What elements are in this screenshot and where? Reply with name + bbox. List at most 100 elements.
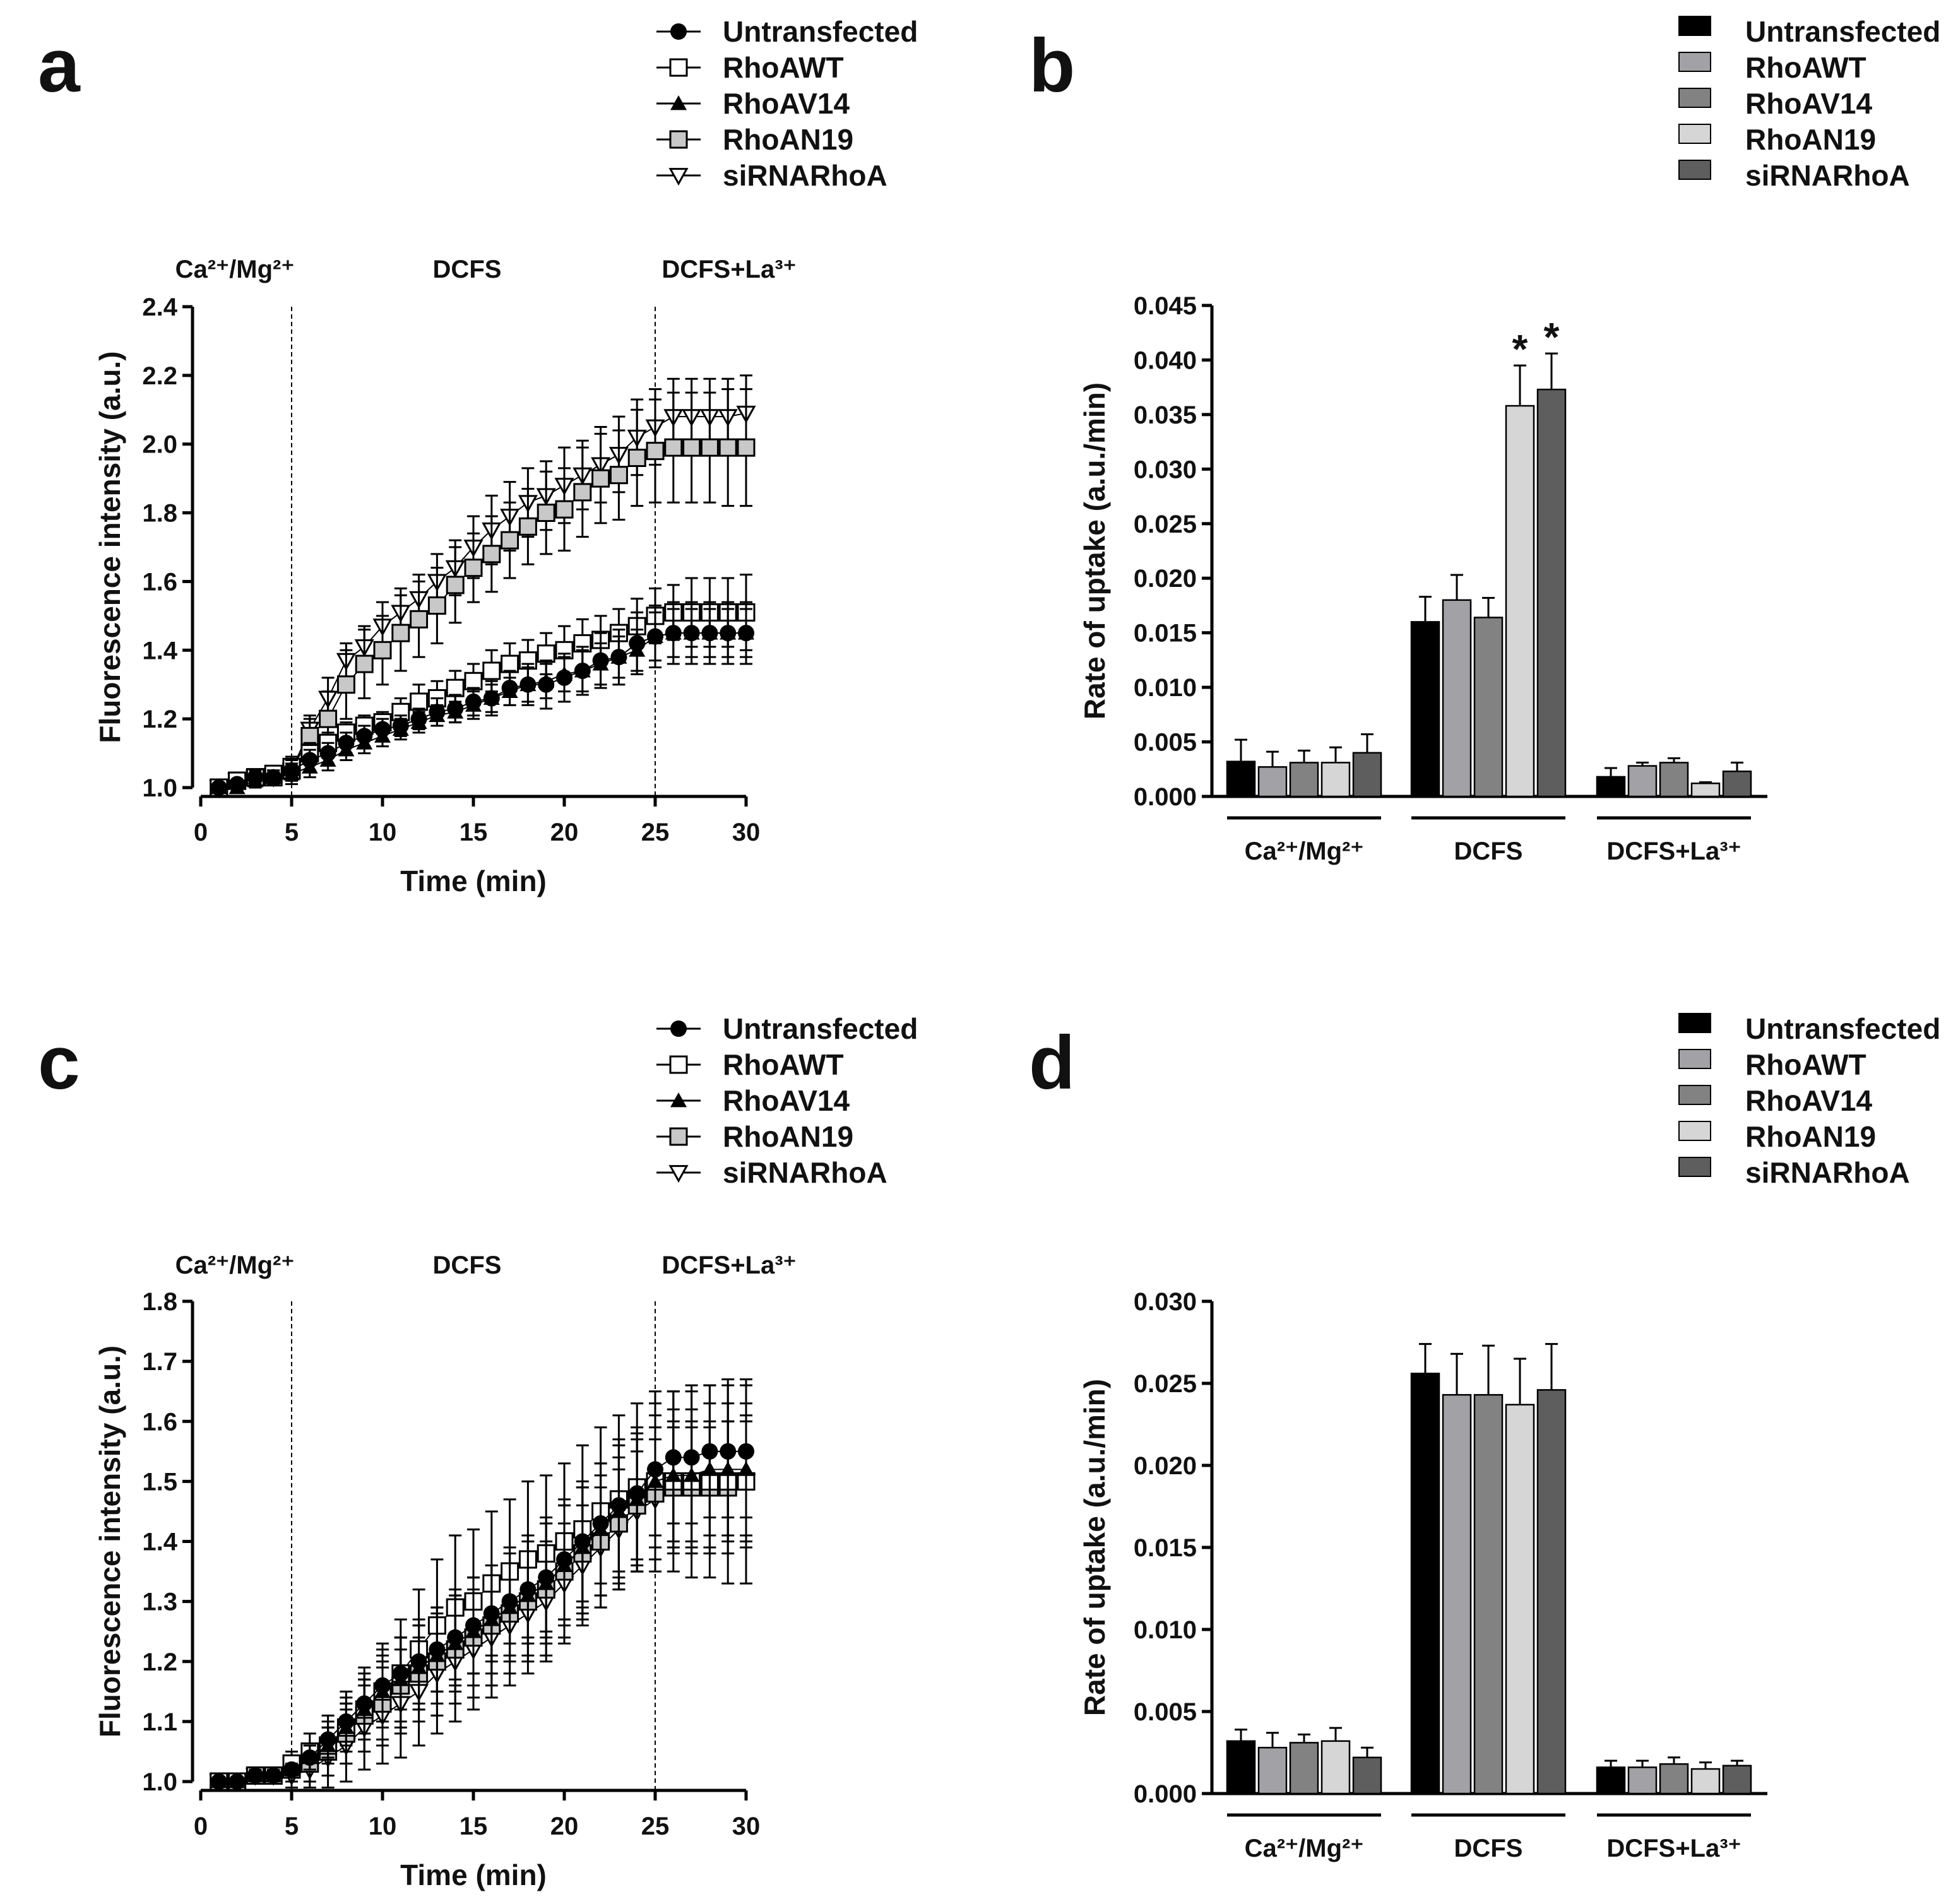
y-tick-label: 2.0 [142, 431, 177, 459]
bar-RhoAWT [1442, 599, 1472, 798]
y-tick-label: 1.0 [142, 1768, 177, 1796]
y-tick-label: 0.015 [1134, 620, 1197, 647]
data-point [738, 625, 754, 642]
data-point [482, 545, 501, 564]
data-point [265, 1767, 282, 1784]
data-point [465, 1617, 482, 1634]
x-tick-label: 5 [285, 819, 299, 846]
bar-Untransfected [1410, 621, 1440, 798]
data-point [609, 466, 628, 485]
y-axis-title: Fluorescence intensity (a.u.) [93, 1345, 126, 1737]
data-point [427, 596, 446, 615]
y-tick-label: 0.005 [1134, 729, 1197, 757]
bar-Untransfected [1596, 776, 1626, 798]
y-tick-label: 1.8 [142, 1288, 177, 1316]
data-point [300, 726, 319, 745]
data-point [446, 576, 465, 594]
data-point [720, 1443, 737, 1460]
panel-letter: c [38, 1020, 80, 1105]
data-point [574, 1533, 591, 1550]
x-tick-label: 25 [641, 819, 670, 846]
data-point [538, 1569, 555, 1586]
data-point [319, 1731, 336, 1748]
data-point [301, 752, 318, 769]
legend-label: siRNARhoA [723, 159, 887, 192]
bar-siRNARhoA [1536, 1389, 1567, 1795]
y-tick-label: 0.025 [1134, 511, 1197, 538]
y-tick-label: 1.6 [142, 1408, 177, 1436]
data-point [700, 438, 719, 457]
legend-label: siRNARhoA [1745, 159, 1910, 192]
data-point [483, 1605, 500, 1622]
x-tick-label: 10 [369, 819, 397, 846]
bar-RhoAV14 [1659, 762, 1689, 798]
data-point [336, 675, 355, 694]
data-point [447, 1629, 464, 1646]
bar-RhoAN19 [1505, 1404, 1535, 1795]
bar-siRNARhoA [1352, 1756, 1382, 1795]
phase-label: Ca²⁺/Mg²⁺ [175, 256, 295, 283]
legend-label: RhoAV14 [1745, 87, 1872, 120]
x-tick-label: 30 [732, 1812, 761, 1840]
panel-letter: b [1029, 23, 1075, 108]
y-tick-label: 0.015 [1134, 1534, 1197, 1562]
bar-RhoAWT [1257, 766, 1288, 798]
y-tick-label: 0.005 [1134, 1698, 1197, 1726]
y-tick-label: 0.000 [1134, 1780, 1197, 1808]
data-point [501, 654, 519, 673]
x-tick-label: 10 [369, 1812, 397, 1840]
series-Untransfected [210, 1384, 754, 1790]
legend-label: RhoAN19 [723, 123, 853, 156]
legend-label: RhoAN19 [1745, 1120, 1876, 1153]
data-point [392, 718, 409, 735]
legend-marker [669, 130, 688, 149]
significance-marker: * [1544, 314, 1560, 360]
legend-marker [669, 1127, 688, 1146]
x-tick-label: 0 [194, 819, 208, 846]
data-point [664, 438, 683, 457]
category-label: Ca²⁺/Mg²⁺ [1245, 1835, 1364, 1862]
data-point [555, 500, 574, 519]
legend-label: RhoAWT [723, 51, 844, 84]
y-tick-label: 0.000 [1134, 783, 1197, 811]
data-point [283, 762, 300, 779]
data-point [556, 1551, 573, 1568]
data-point [410, 610, 429, 629]
data-point [646, 442, 665, 461]
bar-RhoAV14 [1289, 762, 1319, 798]
series-line [218, 1469, 746, 1782]
data-point [446, 678, 465, 697]
legend-label: siRNARhoA [723, 1156, 887, 1189]
series-Untransfected [210, 601, 754, 796]
phase-label: DCFS+La³⁺ [662, 256, 796, 283]
data-point [592, 652, 609, 669]
legend-label: RhoAV14 [723, 87, 850, 120]
panel-d: d 0.000 0.005 0.010 0.015 0.020 0.025 0.030 Rate… [1029, 1012, 1940, 1862]
data-point [464, 559, 483, 577]
data-point [629, 635, 646, 652]
legend-label: RhoAWT [723, 1048, 844, 1081]
panel-b: b 0.000 0.005 0.010 0.015 0.020 0.025 0.030 0.03… [1029, 15, 1940, 865]
legend-swatch [1678, 1013, 1711, 1033]
data-point [647, 1461, 663, 1478]
data-point [683, 1449, 700, 1466]
series-line [218, 412, 747, 788]
y-tick-label: 0.035 [1134, 401, 1197, 429]
data-point [410, 1653, 427, 1670]
data-point [538, 676, 555, 693]
panel-letter: a [38, 23, 81, 108]
data-point [465, 693, 482, 710]
bar-Untransfected [1410, 1373, 1440, 1795]
category-label: DCFS+La³⁺ [1606, 837, 1741, 865]
data-point [665, 1449, 682, 1466]
x-tick-label: 0 [194, 1812, 208, 1840]
x-tick-label: 15 [460, 819, 488, 846]
data-point [338, 1713, 355, 1730]
y-tick-label: 1.2 [142, 706, 177, 733]
bar-RhoAWT [1257, 1746, 1288, 1795]
bar-RhoAV14 [1473, 617, 1504, 798]
legend-label: RhoAWT [1745, 51, 1866, 84]
data-point [210, 779, 227, 796]
data-point [537, 644, 555, 663]
